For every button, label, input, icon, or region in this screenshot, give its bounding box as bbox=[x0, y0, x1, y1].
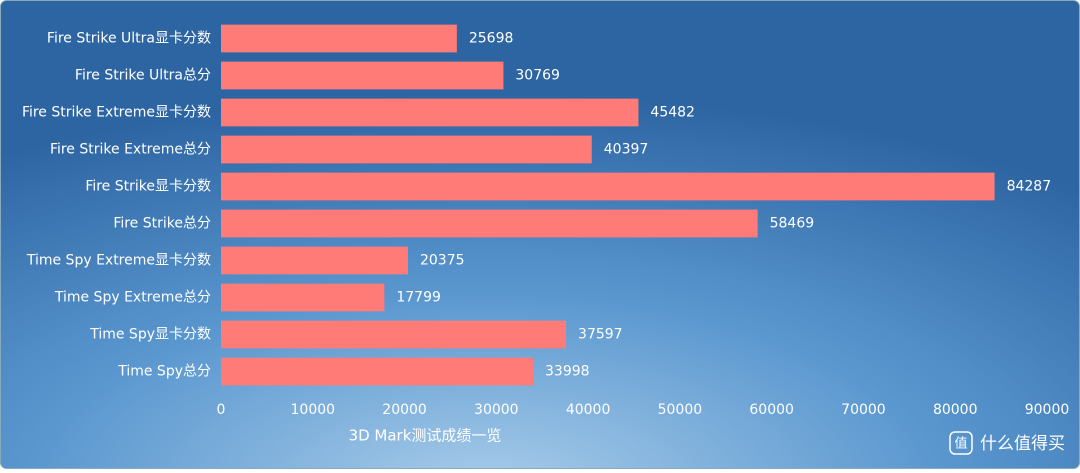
x-tick-label: 70000 bbox=[841, 402, 886, 418]
value-label: 33998 bbox=[545, 364, 590, 380]
watermark-text: 什么值得买 bbox=[980, 434, 1065, 454]
bar bbox=[221, 283, 385, 312]
value-label: 37597 bbox=[578, 327, 623, 343]
x-tick-label: 80000 bbox=[933, 402, 978, 418]
y-tick-label: Fire Strike总分 bbox=[113, 216, 211, 232]
x-tick-label: 30000 bbox=[474, 402, 519, 418]
watermark: 值 什么值得买 bbox=[949, 431, 1065, 455]
x-tick-label: 20000 bbox=[382, 402, 427, 418]
watermark-icon-frame bbox=[949, 431, 973, 455]
y-tick-label: Fire Strike Extreme显卡分数 bbox=[22, 105, 211, 121]
value-label: 30769 bbox=[515, 68, 560, 84]
bar bbox=[221, 24, 457, 53]
bar bbox=[221, 357, 534, 386]
watermark-icon: 值 bbox=[954, 436, 967, 452]
bar bbox=[221, 61, 504, 90]
y-tick-label: Fire Strike Ultra总分 bbox=[75, 68, 211, 84]
value-label: 45482 bbox=[650, 105, 695, 121]
bar bbox=[221, 209, 758, 238]
bar bbox=[221, 98, 639, 127]
bar bbox=[221, 246, 408, 275]
value-label: 20375 bbox=[420, 253, 465, 269]
bar bbox=[221, 135, 592, 164]
y-tick-label: Time Spy Extreme显卡分数 bbox=[26, 253, 211, 269]
y-tick-label: Time Spy Extreme总分 bbox=[54, 290, 211, 306]
x-tick-label: 10000 bbox=[291, 402, 336, 418]
x-tick-label: 90000 bbox=[1025, 402, 1070, 418]
value-label: 17799 bbox=[396, 290, 441, 306]
chart-title: 3D Mark测试成绩一览 bbox=[349, 427, 502, 445]
value-label: 58469 bbox=[770, 216, 815, 232]
y-tick-label: Fire Strike Extreme总分 bbox=[50, 142, 211, 158]
value-label: 25698 bbox=[469, 31, 514, 47]
bar bbox=[221, 320, 567, 349]
y-tick-label: Time Spy显卡分数 bbox=[89, 327, 211, 343]
x-tick-label: 50000 bbox=[658, 402, 703, 418]
value-label: 84287 bbox=[1007, 179, 1052, 195]
value-label: 40397 bbox=[604, 142, 649, 158]
x-tick-label: 40000 bbox=[566, 402, 611, 418]
y-tick-label: Time Spy总分 bbox=[117, 364, 211, 380]
x-tick-label: 60000 bbox=[749, 402, 794, 418]
x-tick-label: 0 bbox=[217, 402, 226, 418]
y-tick-label: Fire Strike显卡分数 bbox=[85, 179, 211, 195]
y-tick-label: Fire Strike Ultra显卡分数 bbox=[47, 31, 211, 47]
bar bbox=[221, 172, 995, 201]
